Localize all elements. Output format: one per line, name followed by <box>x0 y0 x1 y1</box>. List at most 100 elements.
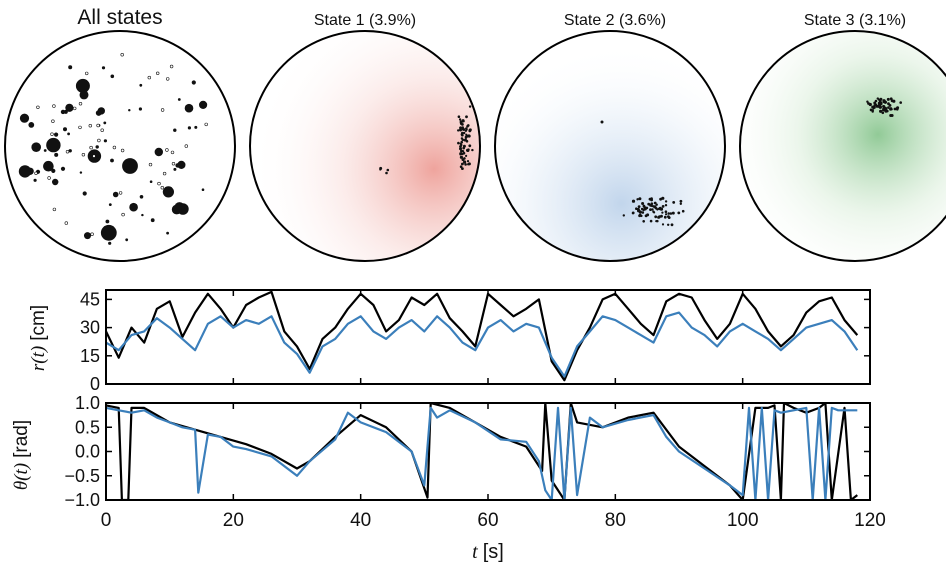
state1-point <box>459 128 462 132</box>
occupancy-dot <box>64 221 69 225</box>
state2-point <box>655 203 658 206</box>
occupancy-dot <box>65 150 70 154</box>
occupancy-dot <box>157 181 161 186</box>
occupancy-dot <box>50 132 54 136</box>
state1-point <box>462 144 466 148</box>
occupancy-dot <box>89 145 93 150</box>
state2-point <box>651 208 654 211</box>
occupancy-dot <box>141 213 144 217</box>
state3-point <box>889 107 893 110</box>
occupancy-dot <box>95 110 102 116</box>
state3-point <box>878 104 881 107</box>
state3-point <box>882 107 885 111</box>
state3-point <box>886 97 890 101</box>
state2-point <box>667 215 670 219</box>
state2-point <box>636 198 639 201</box>
panel-title-all: All states <box>77 6 162 29</box>
state1-point <box>464 163 467 166</box>
state2-point <box>679 199 683 203</box>
occupancy-dot <box>101 66 106 70</box>
state1-point <box>459 165 463 168</box>
state1-point <box>468 144 472 148</box>
occupancy-dot <box>78 101 83 106</box>
occupancy-dot <box>139 195 144 199</box>
state2-point <box>637 207 640 211</box>
occupancy-dot <box>54 152 59 157</box>
occupancy-dot <box>110 74 115 79</box>
occupancy-dot <box>68 65 73 70</box>
state1-point <box>379 166 383 170</box>
y-tick-label: 15 <box>80 346 100 366</box>
occupancy-dot <box>103 121 107 125</box>
occupancy-dot <box>128 109 131 112</box>
occupancy-dot <box>120 52 124 57</box>
y-tick-label: 30 <box>80 318 100 338</box>
y-tick-label: 45 <box>80 289 100 309</box>
state2-point <box>641 211 645 214</box>
state1-point <box>385 171 388 175</box>
state1-point <box>459 155 463 159</box>
state2-point <box>652 210 655 213</box>
state2-point <box>647 202 651 206</box>
occupancy-dot <box>95 145 99 149</box>
occupancy-dot <box>166 77 170 81</box>
state2-point <box>679 202 682 205</box>
state2-point <box>631 199 636 203</box>
occupancy-dot <box>191 80 196 85</box>
x-tick-label: 20 <box>223 510 244 531</box>
state3-point <box>887 106 890 109</box>
occupancy-dot <box>201 188 205 191</box>
occupancy-dot <box>147 75 152 80</box>
state2-point <box>652 205 655 208</box>
x-tick-label: 40 <box>350 510 371 531</box>
state2-point <box>667 223 670 226</box>
occupancy-dot <box>100 128 104 132</box>
state2-point <box>660 214 663 218</box>
state1-point <box>461 131 464 135</box>
state2-point <box>649 219 653 223</box>
state2-point <box>600 120 604 124</box>
occupancy-dot <box>156 71 160 76</box>
series-line-blue <box>106 406 858 500</box>
state2-point <box>654 215 658 219</box>
occupancy-dot <box>170 150 175 155</box>
occupancy-dot <box>122 158 138 174</box>
state2-point <box>622 214 625 217</box>
state3-point <box>895 107 899 111</box>
arena-state-2 <box>494 30 726 262</box>
state3-point <box>883 99 886 103</box>
occupancy-dot <box>52 207 57 212</box>
occupancy-dot <box>129 202 138 212</box>
occupancy-dot <box>96 123 100 128</box>
state2-point <box>661 196 665 200</box>
occupancy-dot <box>28 122 35 128</box>
state1-point <box>461 138 465 142</box>
occupancy-dot <box>121 212 125 217</box>
state3-point <box>887 102 890 106</box>
state2-point <box>669 212 673 215</box>
state1-point <box>457 141 460 145</box>
state3-point <box>873 104 876 107</box>
state2-point <box>672 201 676 204</box>
occupancy-dot <box>108 203 112 207</box>
y-tick-label: 1.0 <box>75 393 100 413</box>
state1-point <box>457 115 461 118</box>
occupancy-dot <box>60 166 66 171</box>
state1-point <box>461 123 464 126</box>
state2-point <box>664 200 668 203</box>
state1-point <box>465 140 469 143</box>
arena-all-states <box>4 30 236 262</box>
state3-point <box>899 101 902 104</box>
state3-point <box>881 111 885 115</box>
theta-ylabel: θ(t)[rad] <box>11 420 32 490</box>
state1-point <box>461 152 464 156</box>
occupancy-dot <box>47 176 51 180</box>
x-tick-label: 60 <box>477 510 498 531</box>
state1-point <box>461 162 464 166</box>
occupancy-dot <box>204 122 208 127</box>
occupancy-dot <box>160 108 165 112</box>
y-tick-label: 0.0 <box>75 442 100 462</box>
state2-point <box>649 204 652 207</box>
x-tick-label: 100 <box>727 510 759 531</box>
state2-point <box>657 216 660 219</box>
